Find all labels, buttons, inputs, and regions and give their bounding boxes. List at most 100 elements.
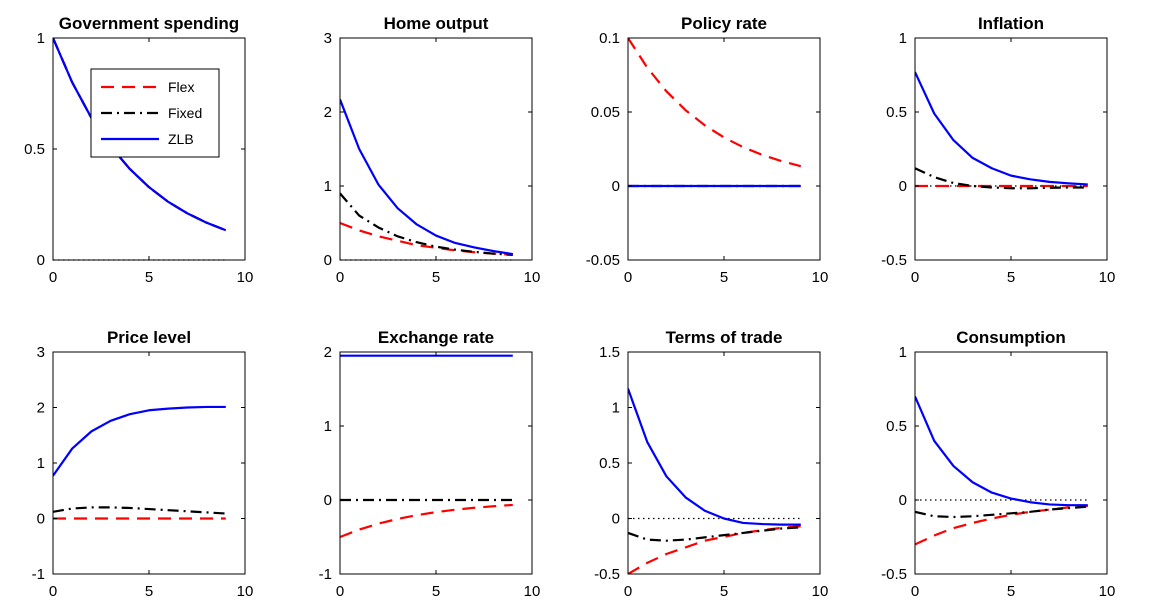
y-tick-label: -0.5 (881, 252, 907, 269)
legend-label-zlb: ZLB (168, 131, 194, 147)
series-line-zlb (340, 99, 513, 256)
x-tick-label: 10 (812, 269, 829, 286)
y-tick-label: 1.5 (599, 344, 620, 361)
series-line-flex (628, 525, 801, 574)
y-tick-label: 0 (899, 178, 907, 195)
y-tick-label: 0 (37, 511, 45, 528)
x-tick-label: 10 (812, 583, 829, 600)
y-tick-label: 1 (37, 455, 45, 472)
series-line-fixed (628, 526, 801, 542)
series-group (340, 354, 513, 539)
legend-label-flex: Flex (168, 79, 194, 95)
x-tick-label: 0 (624, 583, 632, 600)
series-line-flex (340, 503, 513, 539)
y-tick-label: -0.05 (586, 252, 620, 269)
y-tick-label: 0.5 (24, 141, 45, 158)
series-group (53, 405, 226, 520)
series-group (340, 99, 513, 256)
y-tick-label: 2 (324, 344, 332, 361)
series-group (915, 71, 1088, 190)
x-tick-label: 0 (336, 583, 344, 600)
series-line-zlb (628, 388, 801, 526)
x-tick-label: 5 (720, 269, 728, 286)
y-tick-label: 3 (324, 30, 332, 47)
y-tick-label: 2 (37, 400, 45, 417)
y-tick-label: -1 (319, 566, 332, 583)
axes-frame (914, 351, 1108, 575)
axes-frame (52, 351, 246, 575)
series-group (628, 388, 801, 574)
x-tick-label: 5 (432, 583, 440, 600)
series-line-fixed (340, 192, 513, 256)
series-line-fixed (53, 506, 226, 515)
series-line-flex (915, 504, 1088, 546)
x-tick-label: 10 (1099, 583, 1116, 600)
legend: Flex Fixed ZLB (90, 68, 220, 158)
panel-terms-of-trade: Terms of trade-0.500.511.50 5 10 (594, 328, 828, 600)
x-tick-label: 5 (432, 269, 440, 286)
series-line-zlb (53, 38, 227, 232)
y-tick-label: -1 (32, 566, 45, 583)
y-tick-label: 1 (324, 178, 332, 195)
y-tick-label: 1 (899, 30, 907, 47)
y-tick-label: 3 (37, 344, 45, 361)
x-tick-label: 0 (49, 269, 57, 286)
series-line-zlb (915, 71, 1088, 186)
x-tick-label: 0 (49, 583, 57, 600)
x-tick-label: 10 (237, 583, 254, 600)
panel-title: Inflation (978, 14, 1044, 33)
panel-title: Exchange rate (378, 328, 494, 347)
panel-inflation: Inflation-0.500.510 5 10 (881, 14, 1115, 286)
y-tick-label: 0 (612, 511, 620, 528)
y-tick-label: 0 (324, 252, 332, 269)
x-tick-label: 5 (1007, 583, 1015, 600)
series-group (628, 38, 802, 188)
x-tick-label: 0 (911, 269, 919, 286)
series-group (915, 395, 1088, 546)
series-line-zlb (915, 395, 1088, 507)
panel-title: Terms of trade (666, 328, 783, 347)
x-tick-label: 0 (624, 269, 632, 286)
panel-consumption: Consumption-0.500.510 5 10 (881, 328, 1115, 600)
series-line-fixed (915, 167, 1088, 190)
panel-title: Price level (107, 328, 191, 347)
y-tick-label: 0.5 (599, 455, 620, 472)
y-tick-label: 2 (324, 104, 332, 121)
axes-frame (914, 37, 1108, 261)
x-tick-label: 0 (911, 583, 919, 600)
y-tick-label: 1 (324, 418, 332, 435)
x-tick-label: 5 (145, 583, 153, 600)
series-line-zlb (53, 405, 226, 477)
y-tick-label: 0 (612, 178, 620, 195)
x-tick-label: 5 (720, 583, 728, 600)
series-line-fixed (915, 505, 1088, 519)
panel-title: Home output (384, 14, 489, 33)
x-tick-label: 10 (237, 269, 254, 286)
y-tick-label: -0.5 (881, 566, 907, 583)
y-tick-label: 0 (37, 252, 45, 269)
y-tick-label: 0 (324, 492, 332, 509)
x-tick-label: 10 (524, 269, 541, 286)
y-tick-label: 0.5 (886, 104, 907, 121)
y-tick-label: 1 (37, 30, 45, 47)
y-tick-label: 0.5 (886, 418, 907, 435)
legend-label-fixed: Fixed (168, 105, 202, 121)
x-tick-label: 10 (524, 583, 541, 600)
x-tick-label: 5 (145, 269, 153, 286)
y-tick-label: 1 (899, 344, 907, 361)
x-tick-label: 10 (1099, 269, 1116, 286)
x-tick-label: 5 (1007, 269, 1015, 286)
series-group (53, 38, 227, 232)
axes-frame (627, 37, 821, 261)
panel-title: Government spending (59, 14, 239, 33)
y-tick-label: 0 (899, 492, 907, 509)
y-tick-label: 0.05 (591, 104, 620, 121)
series-line-flex (628, 38, 802, 168)
x-tick-label: 0 (336, 269, 344, 286)
y-tick-label: 0.1 (599, 30, 620, 47)
